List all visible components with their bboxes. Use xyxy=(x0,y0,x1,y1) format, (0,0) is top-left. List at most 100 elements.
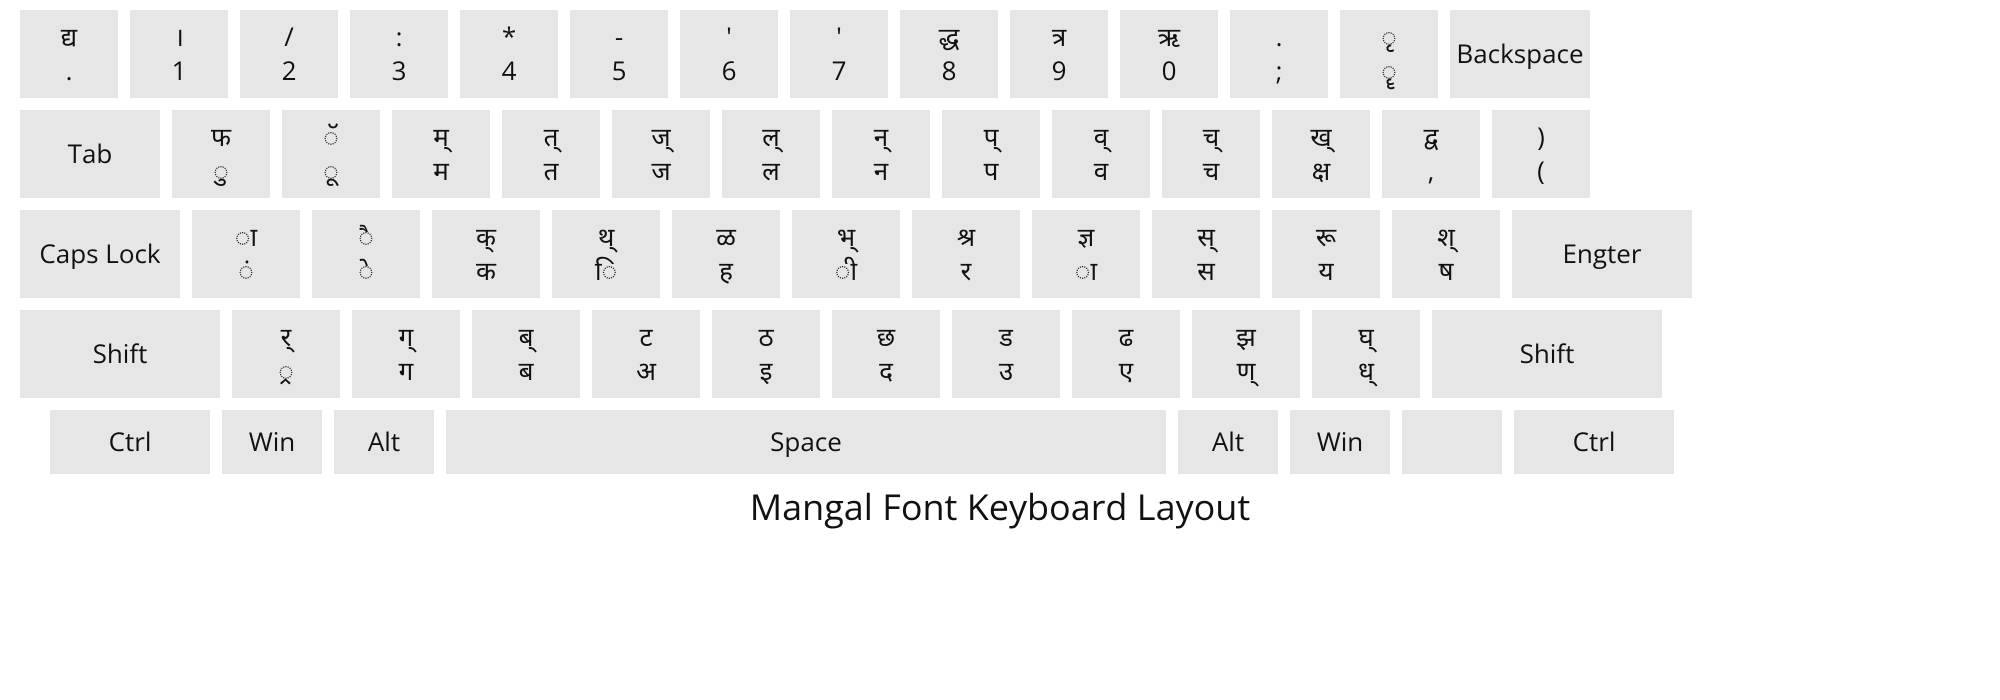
key-upper-label: ख् xyxy=(1310,120,1331,154)
key-row4-8[interactable]: ढए xyxy=(1072,310,1180,398)
key-upper-label: ा xyxy=(235,220,257,254)
key-row3-10[interactable]: रूय xyxy=(1272,210,1380,298)
key-row2-9[interactable]: व्व xyxy=(1052,110,1150,198)
key-row1-1[interactable]: ।1 xyxy=(130,10,228,98)
key-row2-8[interactable]: प्प xyxy=(942,110,1040,198)
key-row5-6[interactable] xyxy=(1402,410,1502,474)
key-lower-label: ब xyxy=(519,354,534,388)
key-lower-label: ्र xyxy=(278,354,293,388)
key-upper-label: द्ध xyxy=(939,20,960,54)
key-row3-0[interactable]: Caps Lock xyxy=(20,210,180,298)
key-upper-label: : xyxy=(396,20,403,54)
key-row1-11[interactable]: .; xyxy=(1230,10,1328,98)
key-row3-7[interactable]: श्रर xyxy=(912,210,1020,298)
key-row1-13[interactable]: Backspace xyxy=(1450,10,1590,98)
key-row3-4[interactable]: थ्ि xyxy=(552,210,660,298)
key-row2-13[interactable]: )( xyxy=(1492,110,1590,198)
key-row3-3[interactable]: क्क xyxy=(432,210,540,298)
key-row4-1[interactable]: र््र xyxy=(232,310,340,398)
key-label: Ctrl xyxy=(109,425,152,459)
key-upper-label: ग् xyxy=(399,320,414,354)
key-upper-label: ब् xyxy=(519,320,534,354)
key-upper-label: स् xyxy=(1197,220,1215,254)
key-lower-label: न xyxy=(874,154,888,188)
key-row3-5[interactable]: ळह xyxy=(672,210,780,298)
key-row5-0[interactable]: Ctrl xyxy=(50,410,210,474)
key-row1-10[interactable]: ऋ0 xyxy=(1120,10,1218,98)
key-upper-label: ै xyxy=(358,220,373,254)
key-upper-label: क् xyxy=(476,220,496,254)
key-upper-label: श्र xyxy=(957,220,975,254)
key-lower-label: ज xyxy=(651,154,670,188)
key-row5-2[interactable]: Alt xyxy=(334,410,434,474)
key-upper-label: ज् xyxy=(651,120,670,154)
key-row3-12[interactable]: Engter xyxy=(1512,210,1692,298)
key-row2-10[interactable]: च्च xyxy=(1162,110,1260,198)
key-row4-7[interactable]: डउ xyxy=(952,310,1060,398)
key-row1-6[interactable]: '6 xyxy=(680,10,778,98)
key-upper-label: ट xyxy=(639,320,652,354)
key-row3-11[interactable]: श्ष xyxy=(1392,210,1500,298)
key-row2-5[interactable]: ज्ज xyxy=(612,110,710,198)
key-row3-1[interactable]: ां xyxy=(192,210,300,298)
key-row1-3[interactable]: :3 xyxy=(350,10,448,98)
key-row1-5[interactable]: -5 xyxy=(570,10,668,98)
key-row4-10[interactable]: घ्ध् xyxy=(1312,310,1420,398)
keyboard-row1: द्य.।1/2:3*4-5'6'7द्ध8त्र9ऋ0.;ृॄBackspac… xyxy=(20,10,1980,98)
key-lower-label: ग xyxy=(399,354,414,388)
key-upper-label: ऋ xyxy=(1158,20,1180,54)
key-row3-2[interactable]: ैे xyxy=(312,210,420,298)
key-lower-label: 8 xyxy=(942,54,957,88)
key-lower-label: 6 xyxy=(722,54,737,88)
key-row4-11[interactable]: Shift xyxy=(1432,310,1662,398)
key-row1-2[interactable]: /2 xyxy=(240,10,338,98)
key-row1-0[interactable]: द्य. xyxy=(20,10,118,98)
key-row1-9[interactable]: त्र9 xyxy=(1010,10,1108,98)
key-lower-label: 5 xyxy=(612,54,627,88)
key-upper-label: थ् xyxy=(598,220,615,254)
key-lower-label: 7 xyxy=(832,54,847,88)
key-upper-label: ड xyxy=(999,320,1013,354)
key-row5-5[interactable]: Win xyxy=(1290,410,1390,474)
key-upper-label: म् xyxy=(433,120,449,154)
key-row3-6[interactable]: भ्ी xyxy=(792,210,900,298)
key-row4-6[interactable]: छद xyxy=(832,310,940,398)
key-row2-0[interactable]: Tab xyxy=(20,110,160,198)
key-row2-6[interactable]: ल्ल xyxy=(722,110,820,198)
key-label: Space xyxy=(770,425,842,459)
key-row1-12[interactable]: ृॄ xyxy=(1340,10,1438,98)
key-row5-4[interactable]: Alt xyxy=(1178,410,1278,474)
key-upper-label: - xyxy=(615,20,623,54)
key-upper-label: ृ xyxy=(1381,20,1396,54)
key-row4-0[interactable]: Shift xyxy=(20,310,220,398)
key-row5-7[interactable]: Ctrl xyxy=(1514,410,1674,474)
key-row4-9[interactable]: झण् xyxy=(1192,310,1300,398)
key-row2-4[interactable]: त्त xyxy=(502,110,600,198)
key-row2-3[interactable]: म्म xyxy=(392,110,490,198)
key-row5-1[interactable]: Win xyxy=(222,410,322,474)
key-row4-2[interactable]: ग्ग xyxy=(352,310,460,398)
key-row4-4[interactable]: टअ xyxy=(592,310,700,398)
key-row5-3[interactable]: Space xyxy=(446,410,1166,474)
key-row2-2[interactable]: ॅू xyxy=(282,110,380,198)
key-row2-12[interactable]: द्व, xyxy=(1382,110,1480,198)
key-row2-7[interactable]: न्न xyxy=(832,110,930,198)
key-row1-4[interactable]: *4 xyxy=(460,10,558,98)
key-upper-label: ' xyxy=(726,20,732,54)
key-label: Ctrl xyxy=(1573,425,1616,459)
key-lower-label: ; xyxy=(1276,54,1283,88)
key-lower-label: 9 xyxy=(1052,54,1067,88)
key-upper-label: प् xyxy=(984,120,999,154)
key-row1-7[interactable]: '7 xyxy=(790,10,888,98)
key-row3-8[interactable]: ज्ञा xyxy=(1032,210,1140,298)
key-row2-11[interactable]: ख्क्ष xyxy=(1272,110,1370,198)
key-lower-label: े xyxy=(358,254,373,288)
key-row1-8[interactable]: द्ध8 xyxy=(900,10,998,98)
key-row2-1[interactable]: फु xyxy=(172,110,270,198)
key-lower-label: व xyxy=(1094,154,1108,188)
key-lower-label: . xyxy=(66,54,73,88)
key-row4-3[interactable]: ब्ब xyxy=(472,310,580,398)
key-upper-label: ल् xyxy=(762,120,780,154)
key-row3-9[interactable]: स्स xyxy=(1152,210,1260,298)
key-row4-5[interactable]: ठइ xyxy=(712,310,820,398)
